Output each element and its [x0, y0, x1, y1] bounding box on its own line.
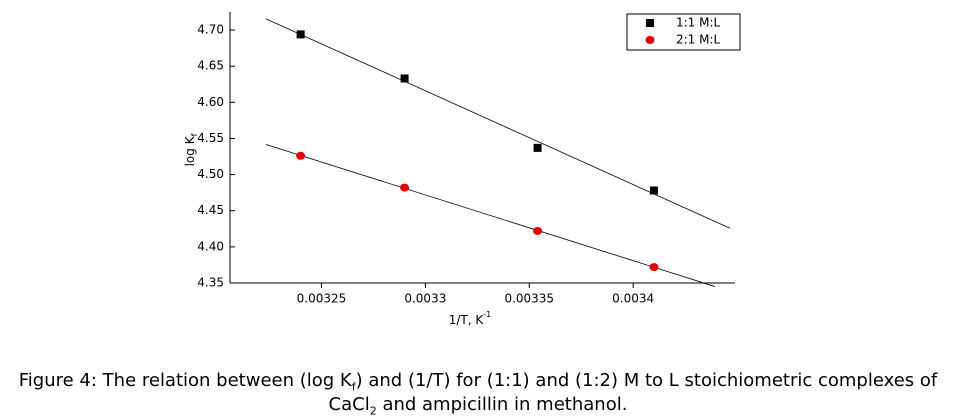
point: [533, 226, 543, 235]
legend-marker: [646, 19, 654, 27]
y-tick-label: 4.40: [197, 239, 224, 253]
y-tick-label: 4.65: [197, 59, 224, 73]
caption-text: Figure 4: The relation between (log K: [18, 370, 352, 391]
x-tick-label: 0.00325: [297, 292, 347, 306]
y-label-text: log K: [183, 135, 197, 166]
chart: 1/T, K-1 log Kf 4.35 4.40 4.45 4.50 4.55 4.60…: [183, 12, 741, 327]
caption-text: and ampicillin in methanol.: [376, 394, 628, 415]
caption-line-1: Figure 4: The relation between (log Kf) …: [0, 370, 956, 394]
point: [533, 143, 542, 152]
y-tick-label: 4.50: [197, 167, 224, 181]
caption-text: ) and (1/T) for (1:1) and (1:2) M to L s…: [355, 370, 938, 391]
point: [296, 151, 306, 160]
y-tick-label: 4.45: [197, 203, 224, 217]
caption-text: CaCl: [328, 394, 370, 415]
caption-sub: 2: [369, 404, 377, 418]
legend-label: 1:1 M:L: [676, 16, 721, 30]
x-tick-label: 0.00335: [504, 292, 554, 306]
point: [649, 263, 659, 272]
x-tick-label: 0.0033: [404, 292, 446, 306]
point: [400, 74, 409, 83]
y-tick-label: 4.70: [197, 23, 224, 37]
fit-line: [265, 144, 716, 287]
y-tick-label: 4.55: [197, 131, 224, 145]
x-label-sup: -1: [483, 310, 491, 319]
y-label-sub: f: [190, 133, 199, 136]
legend-box: [626, 13, 741, 51]
caption-line-2: CaCl2 and ampicillin in methanol.: [0, 394, 956, 418]
caption-sub: f: [351, 380, 356, 394]
legend-label: 2:1 M:L: [676, 33, 721, 47]
point: [649, 186, 658, 195]
x-tick-label: 0.0034: [612, 292, 654, 306]
point: [400, 183, 410, 192]
x-axis-label: 1/T, K-1: [449, 310, 492, 327]
x-label-text: 1/T, K: [449, 313, 485, 327]
y-tick-label: 4.35: [197, 276, 224, 290]
point: [296, 30, 305, 39]
y-tick-label: 4.60: [197, 95, 224, 109]
legend-marker: [645, 36, 655, 44]
y-axis-label: log Kf: [183, 133, 199, 166]
